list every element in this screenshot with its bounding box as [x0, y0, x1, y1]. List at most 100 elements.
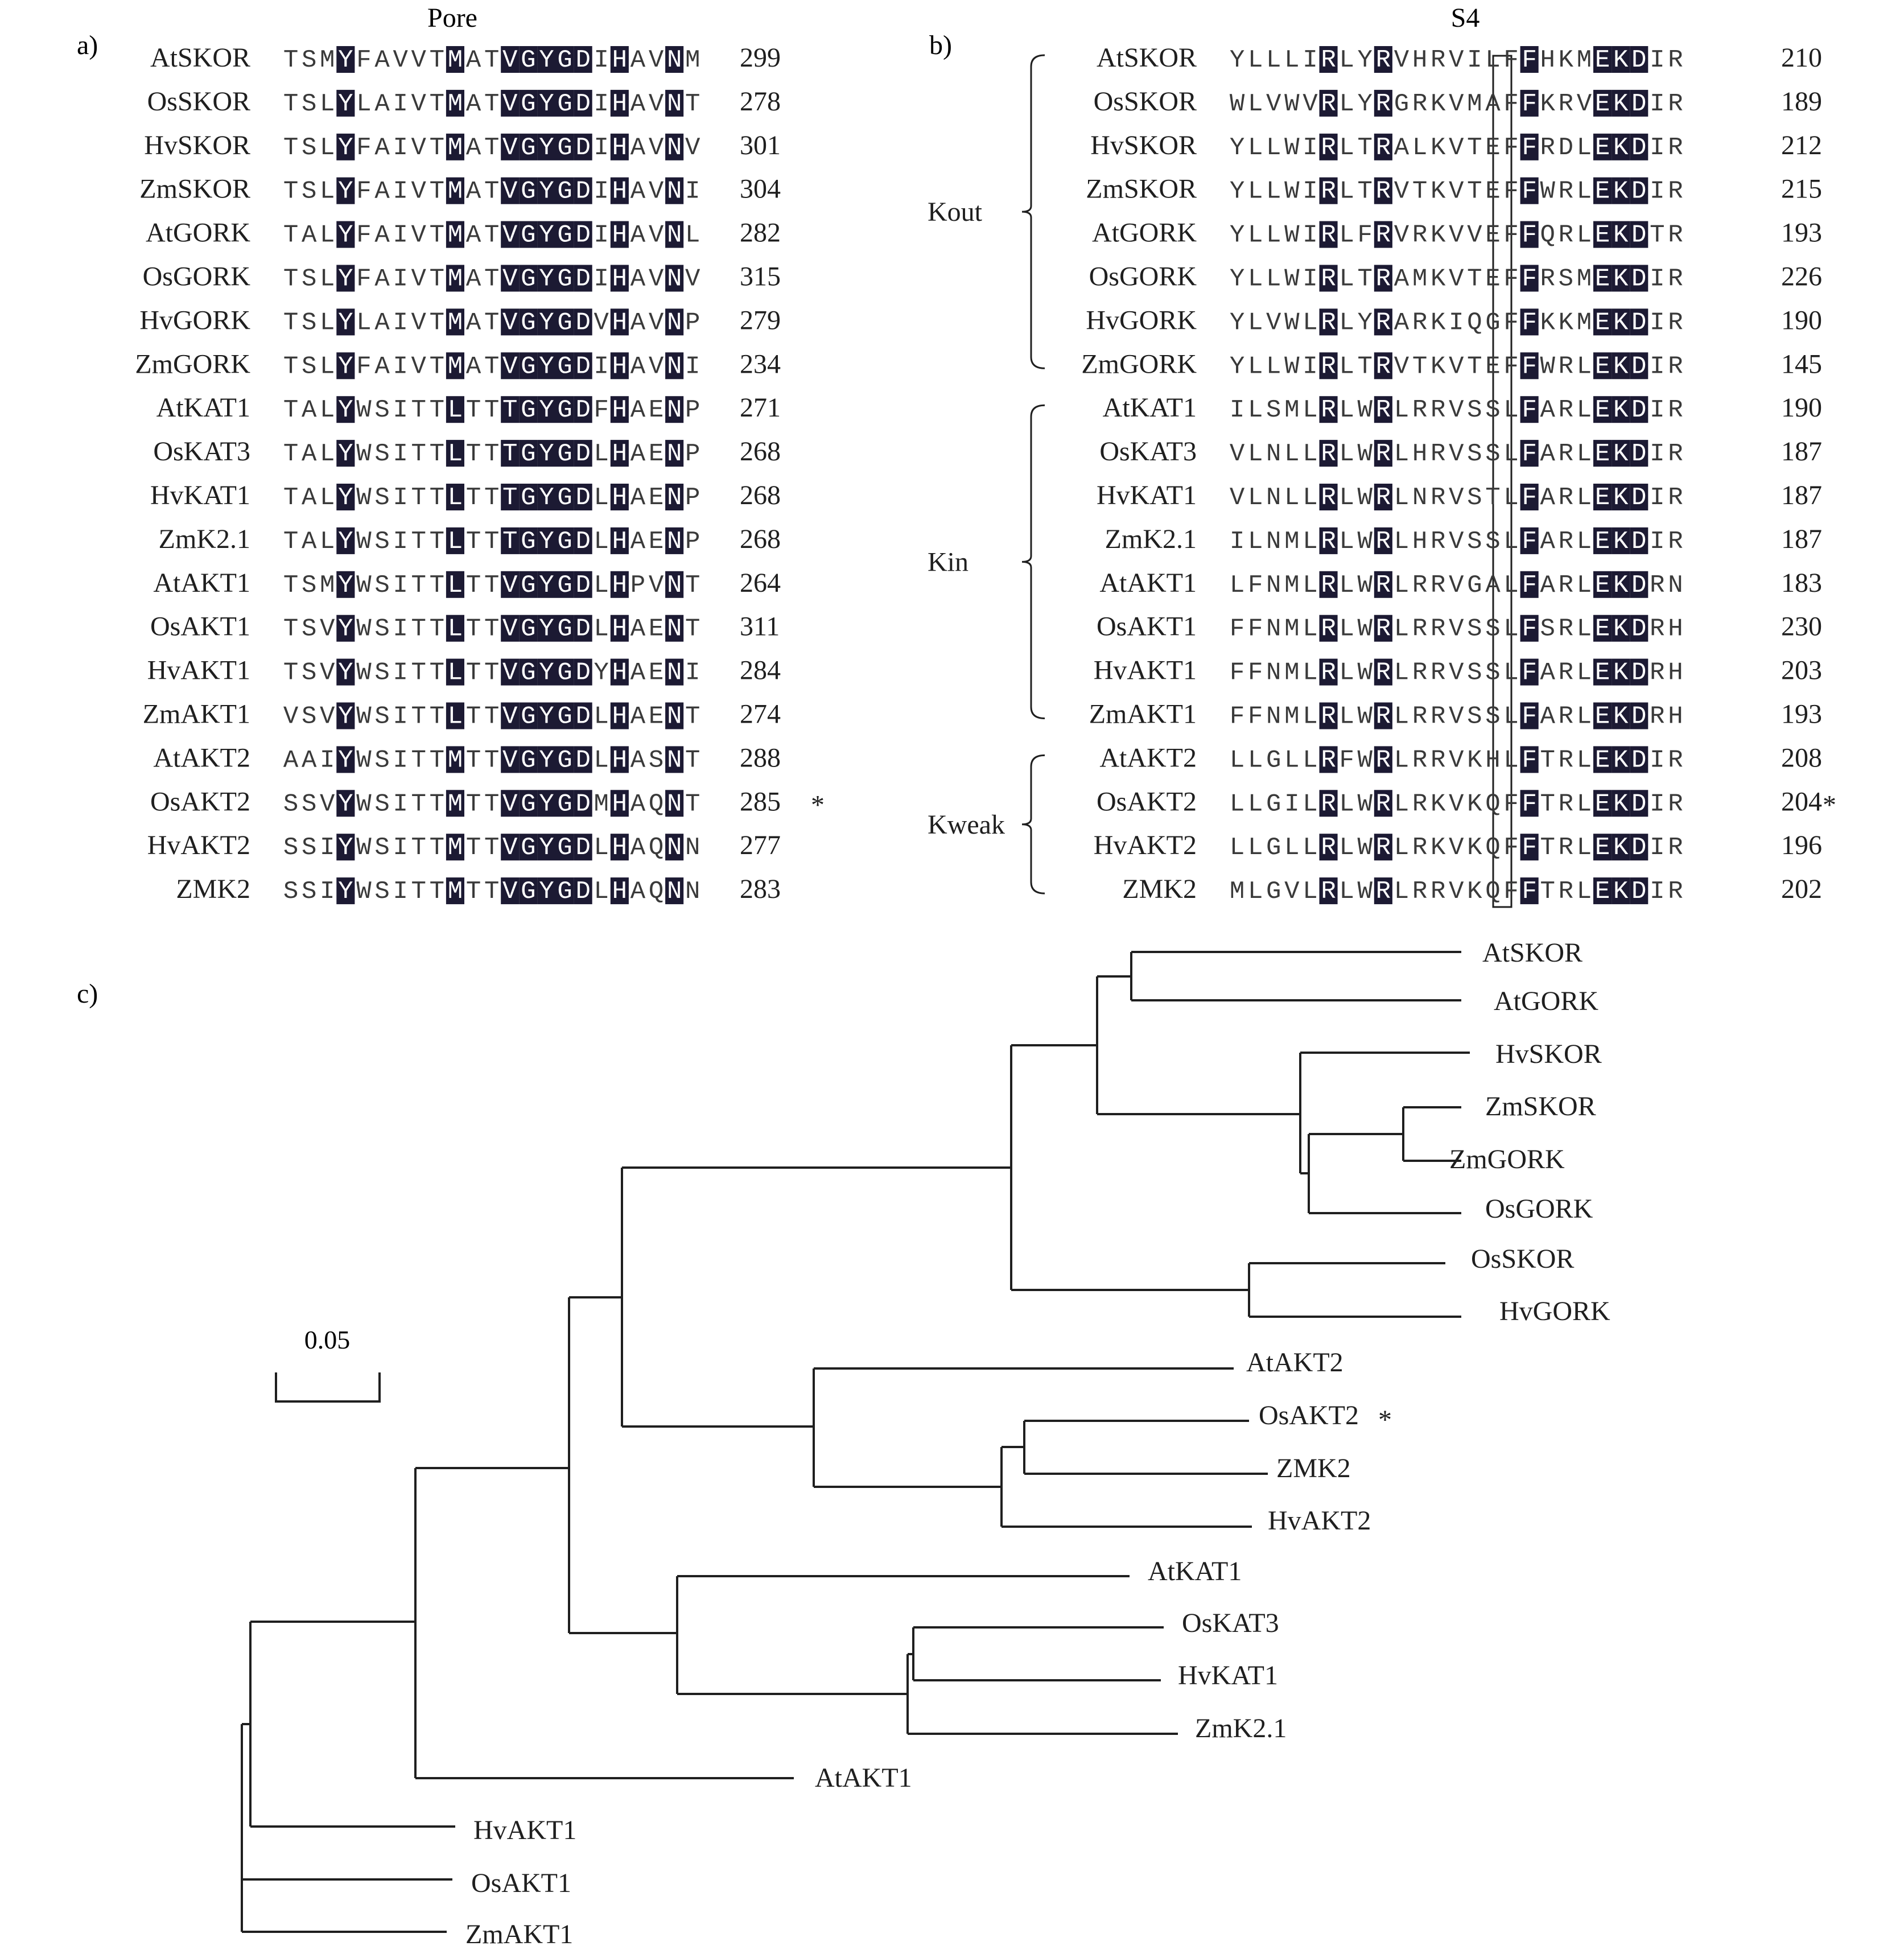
conserved-residue-highlight	[336, 877, 355, 905]
residue: G	[521, 790, 535, 818]
residue: R	[1650, 659, 1664, 687]
residue: A	[630, 440, 646, 468]
residue: V	[502, 90, 518, 118]
residue: R	[1321, 484, 1336, 512]
residue: W	[1358, 440, 1373, 468]
residue: L	[1394, 659, 1409, 687]
group-bracket	[1021, 54, 1045, 369]
residue: I	[393, 790, 407, 818]
residue-position: 204	[1781, 786, 1822, 817]
residue: T	[430, 484, 444, 512]
residue: S	[302, 46, 316, 75]
residue: P	[685, 440, 700, 468]
residue: Y	[539, 615, 554, 644]
residue: L	[1503, 615, 1518, 644]
residue: Y	[539, 703, 554, 731]
residue-position: 288	[740, 743, 781, 773]
conserved-residue-highlight	[574, 46, 592, 73]
residue: L	[1230, 571, 1244, 600]
residue: Y	[338, 134, 353, 162]
residue: D	[575, 527, 590, 556]
residue: L	[1266, 352, 1281, 381]
residue: T	[484, 396, 499, 424]
residue: T	[466, 834, 481, 862]
residue: V	[1449, 790, 1464, 818]
residue: K	[1613, 221, 1629, 250]
residue: T	[1358, 265, 1373, 294]
residue: E	[1595, 790, 1610, 818]
residue: I	[1650, 178, 1664, 206]
residue: V	[1449, 527, 1464, 556]
residue: Y	[338, 265, 353, 294]
residue: T	[1467, 265, 1482, 294]
panel-a-alignment: a) Pore	[77, 3, 477, 60]
residue: A	[630, 396, 646, 424]
residue: V	[1449, 90, 1464, 118]
residue: L	[1577, 834, 1592, 862]
residue-position: 187	[1781, 436, 1822, 467]
conserved-residue-highlight	[1374, 571, 1392, 598]
conserved-residue-highlight	[537, 221, 556, 248]
residue: Y	[338, 659, 353, 687]
residue: T	[283, 396, 298, 424]
conserved-residue-highlight	[537, 571, 556, 598]
residue: V	[649, 265, 664, 294]
residue: M	[1284, 571, 1299, 600]
residue: L	[1339, 178, 1354, 206]
conserved-residue-highlight	[1612, 440, 1630, 467]
residue: T	[411, 615, 426, 644]
conserved-residue-highlight	[1374, 790, 1392, 817]
residue: L	[1303, 659, 1317, 687]
residue: T	[283, 527, 298, 556]
residue: I	[1467, 46, 1482, 75]
conserved-residue-highlight	[537, 702, 556, 729]
conserved-residue-highlight	[537, 834, 556, 861]
residue: S	[374, 703, 389, 731]
protein-name: AtAKT1	[153, 568, 250, 598]
residue: L	[1503, 571, 1518, 600]
residue: L	[1339, 615, 1354, 644]
residue: T	[685, 90, 700, 118]
conserved-residue-highlight	[336, 527, 355, 554]
residue: G	[557, 178, 572, 206]
conserved-residue-highlight	[336, 790, 355, 817]
residue: I	[1650, 46, 1664, 75]
conserved-residue-highlight	[336, 615, 355, 642]
residue: V	[649, 46, 664, 75]
residue: L	[1339, 396, 1354, 424]
tree-leaf-label: AtKAT1	[1148, 1556, 1242, 1586]
conserved-residue-highlight	[665, 571, 684, 598]
conserved-residue-highlight	[446, 702, 464, 729]
protein-name: OsGORK	[1089, 262, 1197, 292]
residue: V	[411, 308, 427, 337]
residue: Y	[338, 178, 353, 206]
conserved-residue-highlight	[665, 89, 684, 117]
residue: F	[1358, 221, 1373, 250]
residue: Y	[539, 571, 554, 600]
residue: S	[374, 877, 389, 906]
residue: Q	[649, 877, 663, 906]
residue: L	[448, 659, 463, 687]
residue: N	[667, 221, 682, 250]
residue: G	[521, 615, 535, 644]
residue: W	[356, 571, 372, 600]
residue-position: 268	[740, 480, 781, 510]
residue: L	[1394, 527, 1409, 556]
residue: V	[502, 615, 518, 644]
residue: D	[1631, 703, 1646, 731]
residue: V	[1449, 265, 1464, 294]
conserved-residue-highlight	[1593, 658, 1612, 686]
residue: V	[502, 877, 518, 906]
residue: D	[1631, 308, 1646, 337]
residue: Y	[338, 746, 353, 774]
residue: P	[685, 484, 700, 512]
residue: T	[430, 440, 444, 468]
residue: R	[1412, 790, 1427, 818]
residue: L	[448, 396, 463, 424]
residue: V	[1449, 46, 1464, 75]
residue: L	[594, 571, 609, 600]
residue: R	[1321, 877, 1336, 906]
residue: F	[1230, 659, 1244, 687]
protein-name: OsAKT2	[150, 786, 250, 817]
residue: M	[448, 178, 463, 206]
